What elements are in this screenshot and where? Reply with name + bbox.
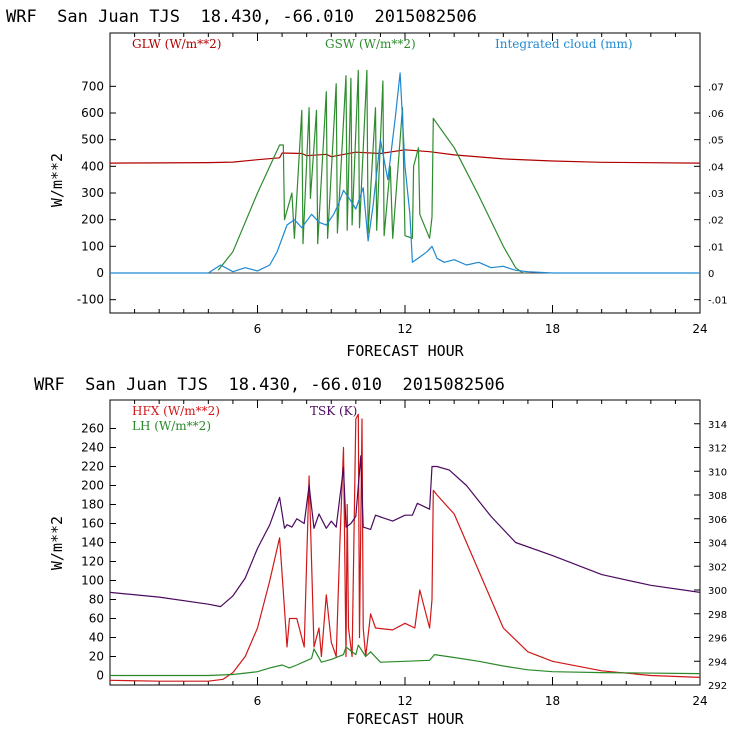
bottom-panel: WRF San Juan TJS 18.430, -66.010 2015082… — [34, 375, 727, 728]
y-tick-label: 500 — [81, 133, 104, 147]
y-tick-label: 300 — [81, 186, 104, 200]
x-tick-label: 24 — [692, 694, 707, 708]
y2-tick-label: 294 — [708, 657, 727, 668]
y2-tick-label: 314 — [708, 420, 727, 431]
y2-tick-label: .05 — [708, 136, 724, 147]
y2-tick-label: .07 — [708, 82, 724, 93]
y-tick-label: 180 — [81, 498, 104, 512]
bottom-axis-ticks — [109, 400, 701, 686]
y-tick-label: 260 — [81, 422, 104, 436]
bottom-right-tick-labels: 292 294 296 298 300 302 304 306 308 310 312 314 — [708, 420, 727, 692]
top-panel: WRF San Juan TJS 18.430, -66.010 2015082… — [6, 7, 728, 360]
glw-series-line — [109, 149, 701, 164]
top-chart-title: WRF San Juan TJS 18.430, -66.010 2015082… — [6, 7, 477, 27]
y2-tick-label: 310 — [708, 467, 727, 478]
x-tick-label: 18 — [545, 322, 560, 336]
integrated-series-line — [110, 72, 700, 274]
y-tick-label: 700 — [81, 79, 104, 93]
y-tick-label: 200 — [81, 479, 104, 493]
y2-tick-label: 300 — [708, 586, 727, 597]
y2-tick-label: 292 — [708, 681, 727, 692]
top-right-tick-labels: -.01 0 .01 .02 .03 .04 .05 .06 .07 — [708, 82, 728, 306]
y2-tick-label: .03 — [708, 189, 724, 200]
y-tick-label: 0 — [96, 266, 104, 280]
y-tick-label: 60 — [89, 612, 104, 626]
y2-tick-label: 298 — [708, 610, 727, 621]
y-tick-label: 40 — [89, 631, 104, 645]
y2-tick-label: .01 — [708, 242, 724, 253]
y2-tick-label: 306 — [708, 515, 727, 526]
y-tick-label: 400 — [81, 159, 104, 173]
x-tick-label: 6 — [254, 322, 262, 336]
bottom-y-axis-label: W/m**2 — [48, 516, 66, 570]
x-tick-label: 12 — [397, 694, 412, 708]
x-tick-label: 24 — [692, 322, 707, 336]
y-tick-label: 120 — [81, 555, 104, 569]
top-y-axis-label: W/m**2 — [48, 153, 66, 207]
bottom-plot-frame — [109, 399, 701, 686]
y2-tick-label: .02 — [708, 216, 724, 227]
y2-tick-label: 0 — [708, 269, 714, 280]
legend-glw: GLW (W/m**2) — [132, 37, 221, 51]
y-tick-label: 200 — [81, 213, 104, 227]
y-tick-label: 220 — [81, 460, 104, 474]
top-left-tick-labels: -100 0 100 200 300 400 500 600 700 — [77, 79, 104, 306]
y-tick-label: 20 — [89, 650, 104, 664]
top-x-tick-labels: 6 12 18 24 — [254, 322, 708, 336]
bottom-x-axis-label: FORECAST HOUR — [346, 710, 464, 728]
y2-tick-label: 304 — [708, 539, 727, 550]
hfx-series-line — [109, 413, 701, 682]
y-tick-label: 160 — [81, 517, 104, 531]
bottom-left-tick-labels: 0 20 40 60 80 100 120 140 160 180 200 220 240 260 — [81, 422, 104, 683]
y-tick-label: 140 — [81, 536, 104, 550]
x-tick-label: 6 — [254, 694, 262, 708]
legend-lh: LH (W/m**2) — [132, 419, 211, 433]
legend-gsw: GSW (W/m**2) — [325, 37, 416, 51]
y-tick-label: 0 — [96, 669, 104, 683]
bottom-chart-title: WRF San Juan TJS 18.430, -66.010 2015082… — [34, 375, 505, 395]
lh-series-line — [110, 644, 701, 677]
y-tick-label: 240 — [81, 441, 104, 455]
tsk-series-line — [109, 455, 701, 608]
y-tick-label: 100 — [81, 239, 104, 253]
top-x-axis-label: FORECAST HOUR — [346, 342, 464, 360]
bottom-x-tick-labels: 6 12 18 24 — [254, 694, 708, 708]
bottom-series-lines — [109, 413, 701, 682]
legend-integrated-cloud: Integrated cloud (mm) — [495, 37, 633, 51]
y-tick-label: 80 — [89, 593, 104, 607]
y2-tick-label: .06 — [708, 109, 724, 120]
y2-tick-label: -.01 — [708, 296, 728, 307]
x-tick-label: 12 — [397, 322, 412, 336]
legend-tsk: TSK (K) — [310, 404, 357, 418]
legend-hfx: HFX (W/m**2) — [132, 404, 220, 418]
y2-tick-label: 302 — [708, 562, 727, 573]
gsw-series-line — [217, 69, 524, 274]
y-tick-label: 600 — [81, 106, 104, 120]
y2-tick-label: 312 — [708, 444, 727, 455]
y-tick-label: 100 — [81, 574, 104, 588]
top-series-lines — [109, 69, 701, 274]
top-axis-ticks — [109, 33, 701, 313]
y2-tick-label: 308 — [708, 491, 727, 502]
y2-tick-label: 296 — [708, 634, 727, 645]
x-tick-label: 18 — [545, 694, 560, 708]
y-tick-label: -100 — [77, 293, 104, 307]
y2-tick-label: .04 — [708, 162, 724, 173]
top-plot-frame — [109, 32, 701, 314]
